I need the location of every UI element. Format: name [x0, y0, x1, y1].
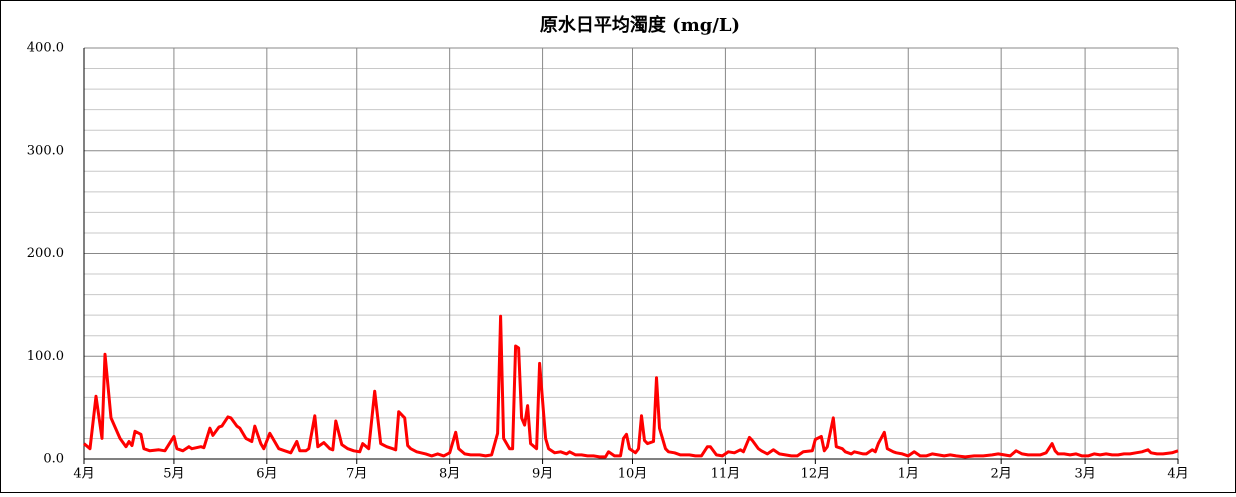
plot [83, 314, 1179, 459]
grid: 0.0 100.0 200.0 300.0 400.0 4月 5月 6月 7月 8月 9月 10月 11… [27, 41, 1189, 482]
x-tick-label: 4月 [73, 467, 94, 482]
y-tick-label: 100.0 [27, 349, 64, 364]
x-tick-label: 5月 [163, 467, 184, 482]
x-tick-label: 3月 [1074, 467, 1095, 482]
x-tick-label: 4月 [1167, 467, 1188, 482]
y-tick-label: 400.0 [27, 41, 64, 56]
y-tick-label: 300.0 [27, 143, 64, 158]
x-tick-label: 10月 [618, 467, 648, 482]
data-line [83, 314, 1179, 459]
x-tick-label: 12月 [801, 467, 831, 482]
x-tick-label: 7月 [346, 467, 367, 482]
y-tick-label: 200.0 [27, 246, 64, 261]
x-tick-label: 11月 [711, 467, 741, 482]
y-tick-label: 0.0 [43, 452, 64, 467]
chart-title: 原水日平均濁度 (mg/L) [540, 14, 740, 36]
x-tick-label: 6月 [256, 467, 277, 482]
x-tick-label: 9月 [532, 467, 553, 482]
x-tick-label: 8月 [439, 467, 460, 482]
x-tick-label: 1月 [898, 467, 919, 482]
x-tick-label: 2月 [991, 467, 1012, 482]
